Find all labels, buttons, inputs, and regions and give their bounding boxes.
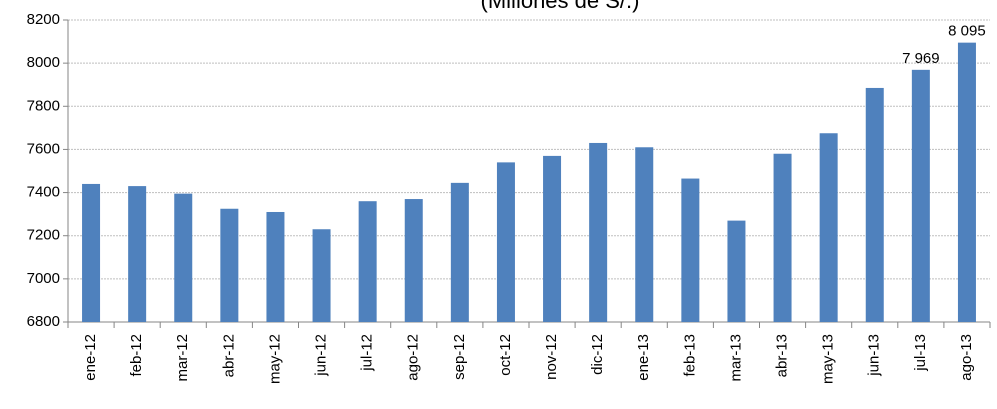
x-tick-label: ago-13 [958,334,975,381]
value-label: 8 095 [948,23,986,40]
bar [128,186,147,322]
y-tick-label: 7400 [27,184,60,201]
x-tick-label: feb-13 [681,334,698,377]
x-tick-label: jul-12 [359,334,376,372]
x-tick-label: jul-13 [912,334,929,372]
bar [220,208,239,322]
y-tick-label: 7200 [27,227,60,244]
x-tick-label: may-13 [820,334,837,384]
y-tick-label: 7600 [27,140,60,157]
x-tick-label: mar-13 [727,334,744,382]
bar [450,182,469,322]
x-tick-label: dic-12 [589,334,606,375]
y-tick-label: 6800 [27,313,60,330]
bar [819,133,838,322]
x-tick-label: jun-13 [866,334,883,377]
x-tick-label: nov-12 [543,334,560,380]
bar [404,199,423,322]
bar [174,193,193,322]
x-tick-label: ago-12 [405,334,422,381]
bar [957,42,976,323]
x-tick-label: may-12 [266,334,283,384]
bar [589,142,608,322]
x-tick-label: abr-13 [774,334,791,377]
y-tick-label: 8000 [27,54,60,71]
x-tick-label: sep-12 [451,334,468,380]
x-tick-label: ene-12 [82,334,99,381]
chart-title: (Millones de S/.) [481,0,640,13]
y-tick-label: 7000 [27,270,60,287]
x-tick-label: mar-12 [174,334,191,382]
x-tick-label: oct-12 [497,334,514,376]
value-label: 7 969 [902,50,940,67]
bar [82,183,101,322]
bar [312,229,331,322]
bar [865,87,884,322]
bar [773,153,792,322]
bar [727,220,746,322]
x-tick-label: jun-12 [313,334,330,377]
x-tick-label: ene-13 [635,334,652,381]
x-tick-label: feb-12 [128,334,145,377]
bar [911,69,930,322]
bar [635,147,654,322]
bar [358,201,377,322]
y-tick-label: 7800 [27,97,60,114]
bar [543,155,562,322]
bar [496,162,515,322]
bar [681,178,700,322]
y-tick-label: 8200 [27,11,60,28]
x-tick-label: abr-12 [220,334,237,377]
bar [266,211,285,322]
